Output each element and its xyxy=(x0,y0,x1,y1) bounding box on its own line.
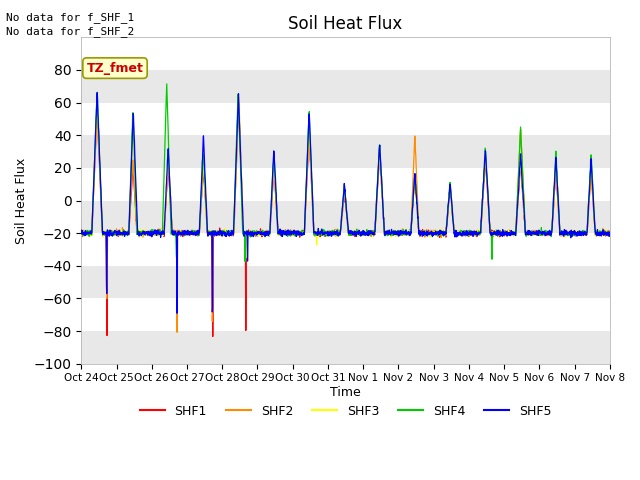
SHF1 xyxy=(372,199,380,205)
SHF3 xyxy=(372,202,380,207)
Text: No data for f_SHF_1: No data for f_SHF_1 xyxy=(6,12,134,23)
SHF1 xyxy=(500,231,508,237)
SHF4 xyxy=(560,229,568,235)
Bar xyxy=(81,135,610,168)
SHF4 xyxy=(163,81,171,87)
X-axis label: Time: Time xyxy=(330,386,361,399)
Title: Soil Heat Flux: Soil Heat Flux xyxy=(289,15,403,33)
Line: SHF5: SHF5 xyxy=(81,93,610,313)
SHF3 xyxy=(361,230,369,236)
SHF5 xyxy=(225,233,233,239)
Line: SHF1: SHF1 xyxy=(81,104,610,336)
SHF1 xyxy=(209,334,216,339)
Bar xyxy=(81,201,610,233)
SHF1 xyxy=(235,101,243,107)
SHF5 xyxy=(173,311,181,316)
SHF5 xyxy=(500,232,508,238)
SHF1 xyxy=(77,228,85,234)
Text: No data for f_SHF_2: No data for f_SHF_2 xyxy=(6,26,134,37)
SHF4 xyxy=(241,259,249,264)
SHF4 xyxy=(372,195,380,201)
SHF4 xyxy=(500,231,508,237)
SHF5 xyxy=(93,90,101,96)
Line: SHF2: SHF2 xyxy=(81,97,610,332)
SHF2 xyxy=(575,230,582,236)
SHF2 xyxy=(361,230,369,236)
SHF3 xyxy=(77,228,85,234)
SHF5 xyxy=(606,229,614,235)
SHF3 xyxy=(225,230,232,236)
SHF4 xyxy=(575,232,582,238)
SHF1 xyxy=(361,230,369,236)
SHF2 xyxy=(560,228,568,234)
SHF3 xyxy=(243,254,250,260)
SHF5 xyxy=(361,229,369,235)
SHF5 xyxy=(560,230,568,236)
SHF1 xyxy=(560,231,568,237)
Text: TZ_fmet: TZ_fmet xyxy=(86,61,143,74)
SHF2 xyxy=(372,200,380,205)
SHF2 xyxy=(225,232,233,238)
SHF2 xyxy=(606,230,614,236)
Bar xyxy=(81,70,610,103)
SHF1 xyxy=(225,231,233,237)
SHF4 xyxy=(361,231,369,237)
SHF5 xyxy=(372,197,380,203)
SHF4 xyxy=(77,230,85,236)
SHF2 xyxy=(77,231,85,237)
SHF4 xyxy=(225,228,233,234)
SHF3 xyxy=(235,95,243,101)
SHF3 xyxy=(500,229,508,235)
SHF3 xyxy=(575,231,582,237)
Bar xyxy=(81,266,610,299)
SHF2 xyxy=(500,228,508,233)
SHF5 xyxy=(77,230,85,236)
Bar xyxy=(81,331,610,364)
Line: SHF3: SHF3 xyxy=(81,98,610,257)
SHF5 xyxy=(575,230,582,236)
SHF3 xyxy=(560,231,568,237)
SHF4 xyxy=(606,229,614,235)
Y-axis label: Soil Heat Flux: Soil Heat Flux xyxy=(15,157,28,244)
SHF1 xyxy=(606,230,614,236)
SHF3 xyxy=(606,230,614,236)
Line: SHF4: SHF4 xyxy=(81,84,610,262)
SHF2 xyxy=(235,95,243,100)
SHF1 xyxy=(575,230,582,236)
Legend: SHF1, SHF2, SHF3, SHF4, SHF5: SHF1, SHF2, SHF3, SHF4, SHF5 xyxy=(134,400,557,423)
SHF2 xyxy=(173,329,181,335)
